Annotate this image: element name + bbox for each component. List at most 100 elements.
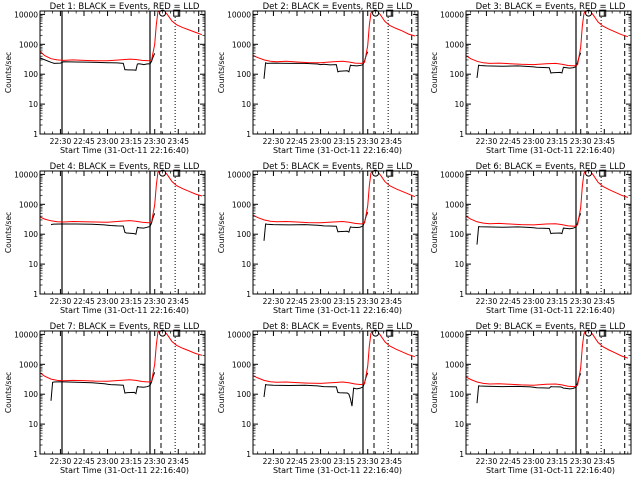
x-axis-label: Start Time (31-Oct-11 22:16:40) [486,146,615,155]
y-tick-label: 10 [28,260,38,269]
panel-det-9: Det 9: BLACK = Events, RED = LLD 1 10 100 10… [430,322,632,475]
plot-area [466,331,629,454]
square-marker [599,329,607,337]
x-tick-label: 23:15 [546,457,568,466]
lld-series-line [466,171,629,227]
x-tick-label: 23:00 [97,297,119,306]
events-series-line [476,373,582,404]
y-tick-label: 1000 [232,40,251,49]
lld-series-line [466,11,629,67]
panel-title: Det 9: BLACK = Events, RED = LLD [476,322,626,332]
x-tick-label: 23:45 [380,457,402,466]
y-tick-label: 10000 [14,10,38,19]
x-tick-label: 22:45 [73,457,95,466]
lld-series-line [253,11,416,64]
events-series-line [50,213,156,235]
plot-frame [252,10,419,135]
lld-series-line [40,171,203,224]
y-tick-label: 1 [33,290,38,299]
y-tick-label: 100 [24,390,39,399]
panel-det-2: Det 2: BLACK = Events, RED = LLD 1 10 100 10… [217,2,419,155]
lld-series-line [40,331,203,383]
y-tick-label: 10 [28,100,38,109]
y-tick-label: 10000 [227,170,251,179]
x-tick-label: 23:15 [333,457,355,466]
x-tick-label: 22:45 [499,297,521,306]
y-tick-label: 100 [24,230,39,239]
x-tick-label: 22:30 [476,457,498,466]
lld-series-line [40,11,203,62]
x-tick-label: 22:30 [263,457,285,466]
plot-area [40,171,203,294]
x-tick-label: 23:45 [167,297,189,306]
plot-area [253,11,416,134]
square-marker [173,169,181,177]
x-tick-label: 23:45 [593,137,615,146]
y-tick-label: 1 [33,450,38,459]
x-tick-label: 23:45 [167,137,189,146]
panel-title: Det 7: BLACK = Events, RED = LLD [50,322,200,332]
y-tick-label: 1 [246,450,251,459]
y-axis-label: Counts/sec [4,52,13,93]
lld-series-line [253,171,416,225]
panel-title: Det 8: BLACK = Events, RED = LLD [263,322,413,332]
x-tick-label: 22:45 [286,457,308,466]
x-tick-label: 22:30 [263,297,285,306]
y-tick-label: 1 [459,130,464,139]
y-axis-label: Counts/sec [430,52,439,93]
y-tick-label: 1000 [445,360,464,369]
x-axis-label: Start Time (31-Oct-11 22:16:40) [273,146,402,155]
plot-area [253,171,416,294]
x-tick-label: 22:45 [286,297,308,306]
events-series-line [476,213,582,245]
x-tick-label: 22:30 [50,137,72,146]
plot-area [466,11,629,134]
panel-det-4: Det 4: BLACK = Events, RED = LLD 1 10 100 10… [4,162,206,315]
y-tick-label: 1000 [232,360,251,369]
y-axis-label: Counts/sec [4,212,13,253]
y-tick-label: 10000 [227,330,251,339]
y-axis-label: Counts/sec [4,372,13,413]
x-tick-label: 22:30 [50,457,72,466]
y-tick-label: 10000 [440,330,464,339]
y-axis-label: Counts/sec [430,212,439,253]
y-tick-label: 10 [241,100,251,109]
panel-det-7: Det 7: BLACK = Events, RED = LLD 1 10 100 10… [4,322,206,475]
x-tick-label: 22:45 [73,137,95,146]
x-tick-label: 23:45 [380,297,402,306]
x-tick-label: 23:45 [593,297,615,306]
x-tick-label: 22:45 [499,137,521,146]
panel-det-6: Det 6: BLACK = Events, RED = LLD 1 10 100 10… [430,162,632,315]
plot-area [40,331,203,454]
y-tick-label: 1 [246,290,251,299]
x-tick-label: 23:15 [120,137,142,146]
y-tick-label: 1000 [19,40,38,49]
x-axis-label: Start Time (31-Oct-11 22:16:40) [60,306,189,315]
events-series-line [40,53,156,71]
lld-series-line [466,331,629,388]
x-tick-label: 23:45 [593,457,615,466]
panel-title: Det 5: BLACK = Events, RED = LLD [263,162,413,172]
plot-area [253,331,416,454]
lld-series-line [253,331,416,386]
x-tick-label: 23:15 [120,457,142,466]
y-tick-label: 10 [241,420,251,429]
square-marker [173,9,181,17]
y-axis-label: Counts/sec [217,212,226,253]
x-tick-label: 23:30 [570,457,592,466]
plot-area [466,171,629,294]
y-tick-label: 100 [237,70,252,79]
y-tick-label: 100 [450,390,465,399]
y-tick-label: 1 [459,450,464,459]
x-tick-label: 22:45 [499,457,521,466]
y-tick-label: 10000 [440,10,464,19]
events-series-line [50,372,156,401]
plot-frame [465,330,632,455]
x-tick-label: 23:30 [570,297,592,306]
x-tick-label: 23:00 [523,137,545,146]
y-tick-label: 10 [454,100,464,109]
plot-frame [39,170,206,295]
x-axis-label: Start Time (31-Oct-11 22:16:40) [273,466,402,475]
x-tick-label: 23:30 [570,137,592,146]
